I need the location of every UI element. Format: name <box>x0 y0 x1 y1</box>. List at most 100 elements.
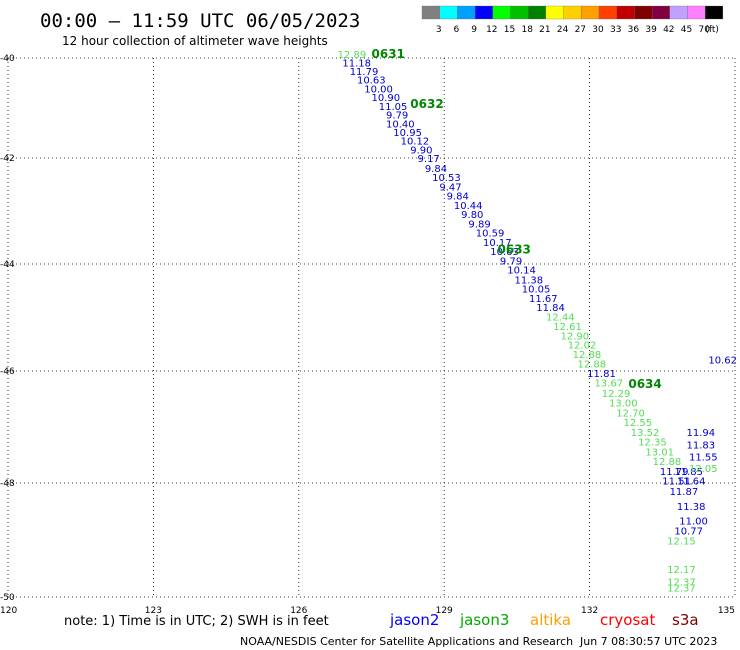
swh-value: 11.83 <box>687 440 716 451</box>
swh-value: 10.17 <box>483 238 512 249</box>
swh-value: 9.90 <box>410 146 432 157</box>
swh-value: 10.12 <box>401 137 430 148</box>
swh-value: 12.17 <box>667 565 696 576</box>
swh-value: 11.79 <box>350 67 379 78</box>
legend-label: 24 <box>557 25 569 35</box>
swh-value: 10.90 <box>372 93 401 104</box>
legend-unit: (ft) <box>705 25 719 35</box>
legend-label: 33 <box>610 25 621 35</box>
lat-tick-label: -44 <box>0 260 15 270</box>
legend-swatch <box>669 5 688 20</box>
swh-value: 11.79 <box>660 467 689 478</box>
swh-value: 12.90 <box>561 331 590 342</box>
swh-value: 10.53 <box>432 173 461 184</box>
legend-label: 36 <box>628 25 640 35</box>
swh-value: 11.87 <box>670 487 699 498</box>
swh-value: 13.52 <box>631 428 660 439</box>
axis-labels: -40 -42 -44 -46 -48 -50 120 123 126 129 132 135 <box>0 54 735 616</box>
lat-tick-label: -42 <box>0 154 15 164</box>
lon-tick-label: 126 <box>290 606 307 616</box>
lat-tick-label: -40 <box>0 54 15 64</box>
swh-value: 12.55 <box>624 418 653 429</box>
legend-label: 30 <box>592 25 604 35</box>
swh-value: 10.63 <box>357 76 386 87</box>
satellite-legend: jason2 jason3 altika cryosat s3a <box>389 611 699 629</box>
swh-value: 10.63 <box>490 247 519 258</box>
swh-value: 11.84 <box>536 303 565 314</box>
swh-value: 9.17 <box>418 154 440 165</box>
legend-swatch <box>705 5 724 20</box>
legend-swatch <box>421 5 440 20</box>
swh-value: 11.64 <box>677 477 706 488</box>
legend-swatch <box>581 5 600 20</box>
swh-value: 9.79 <box>386 111 408 122</box>
swh-value: 10.00 <box>364 85 393 96</box>
swh-value: 11.05 <box>379 102 408 113</box>
legend-swatch <box>687 5 706 20</box>
time-label: 0633 <box>498 242 531 256</box>
legend-swatch <box>457 5 476 20</box>
lon-tick-label: 129 <box>436 606 453 616</box>
swh-value: 12.88 <box>653 457 682 468</box>
swh-value: 11.81 <box>587 369 616 380</box>
swh-value: 12.29 <box>602 389 631 400</box>
legend-label: 21 <box>539 25 550 35</box>
legend-swatch <box>563 5 582 20</box>
legend-label: 39 <box>645 25 657 35</box>
swh-value: 12.70 <box>616 408 645 419</box>
swh-value: 12.35 <box>638 437 667 448</box>
swh-value: 11.00 <box>679 517 708 528</box>
legend-label: 12 <box>486 25 497 35</box>
swh-value: 13.00 <box>609 398 638 409</box>
swh-value: 10.40 <box>386 120 415 131</box>
swh-value: 9.47 <box>439 182 461 193</box>
swh-value: 12.61 <box>553 322 582 333</box>
swh-value: 12.05 <box>689 464 718 475</box>
time-label: 0634 <box>628 377 661 391</box>
swh-value: 10.95 <box>393 128 422 139</box>
lon-tick-label: 132 <box>581 606 598 616</box>
swh-value: 12.89 <box>338 50 367 61</box>
satellite-name: cryosat <box>600 611 655 629</box>
legend-label: 9 <box>471 25 477 35</box>
lat-tick-label: -46 <box>0 367 15 377</box>
legend-label: 45 <box>681 25 692 35</box>
lat-tick-label: -48 <box>0 479 15 489</box>
lon-tick-label: 135 <box>718 606 735 616</box>
map-title: 00:00 – 11:59 UTC 06/05/2023 <box>40 10 360 32</box>
legend-swatch <box>545 5 564 20</box>
swh-value: 9.79 <box>500 257 522 268</box>
legend-swatch <box>510 5 529 20</box>
swh-value: 12.44 <box>546 313 575 324</box>
swh-value: 12.15 <box>667 537 696 548</box>
legend-label: 70 <box>698 25 710 35</box>
swh-value: 13.01 <box>645 448 674 459</box>
swh-value: 10.44 <box>454 201 483 212</box>
swh-value: 11.38 <box>514 275 543 286</box>
swh-value: 11.18 <box>342 59 371 70</box>
swh-value: 9.84 <box>447 191 469 202</box>
swh-value: 12.02 <box>568 341 597 352</box>
time-label: 0631 <box>372 47 405 61</box>
legend-swatch <box>634 5 653 20</box>
map-subtitle: 12 hour collection of altimeter wave hei… <box>62 34 328 48</box>
footer-credit: NOAA/NESDIS Center for Satellite Applica… <box>240 635 573 648</box>
swh-value: 10.14 <box>507 266 536 277</box>
swh-value: 10.77 <box>674 526 703 537</box>
satellite-name: altika <box>530 611 571 629</box>
lon-tick-label: 120 <box>0 606 17 616</box>
swh-value: 11.55 <box>689 453 718 464</box>
wave-height-track: 12.8911.1811.7910.6310.0010.9011.059.791… <box>338 50 708 594</box>
swh-value: 11.38 <box>677 502 706 513</box>
swh-value: 9.89 <box>468 219 490 230</box>
legend-swatch <box>439 5 458 20</box>
swh-value: 10.62 <box>708 356 737 367</box>
satellite-name: jason3 <box>459 611 509 629</box>
swh-value: 12.37 <box>667 578 696 589</box>
time-labels: 0631 0632 0633 0634 <box>372 47 662 391</box>
legend-label: 6 <box>454 25 460 35</box>
footer-timestamp: Jun 7 08:30:57 UTC 2023 <box>579 635 717 648</box>
swh-value: 12.88 <box>577 359 606 370</box>
